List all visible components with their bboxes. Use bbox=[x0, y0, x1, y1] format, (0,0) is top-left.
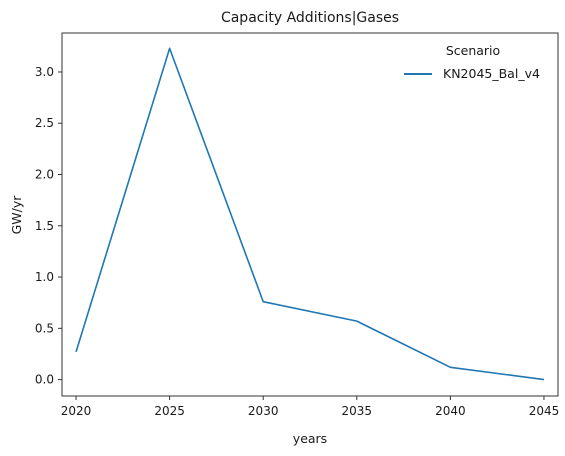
y-tick-label: 0.0 bbox=[35, 373, 54, 387]
y-axis-label: GW/yr bbox=[9, 195, 24, 235]
legend-title: Scenario bbox=[446, 43, 500, 58]
x-axis-label: years bbox=[293, 431, 327, 446]
x-tick-label: 2030 bbox=[248, 404, 279, 418]
x-tick-label: 2025 bbox=[154, 404, 185, 418]
y-tick-label: 1.5 bbox=[35, 219, 54, 233]
x-axis: 2020 2025 2030 2035 2040 2045 bbox=[61, 396, 559, 418]
x-tick-label: 2035 bbox=[342, 404, 373, 418]
plot-area bbox=[62, 33, 558, 396]
y-tick-label: 0.5 bbox=[35, 321, 54, 335]
x-tick-label: 2040 bbox=[435, 404, 466, 418]
y-tick-label: 2.0 bbox=[35, 168, 54, 182]
y-tick-label: 3.0 bbox=[35, 65, 54, 79]
y-tick-label: 1.0 bbox=[35, 270, 54, 284]
y-axis: 0.0 0.5 1.0 1.5 2.0 2.5 3.0 bbox=[35, 65, 62, 387]
legend-label-kn2045-bal-v4: KN2045_Bal_v4 bbox=[443, 66, 540, 81]
x-tick-label: 2020 bbox=[61, 404, 92, 418]
chart-title: Capacity Additions|Gases bbox=[221, 10, 399, 26]
y-tick-label: 2.5 bbox=[35, 116, 54, 130]
x-tick-label: 2045 bbox=[529, 404, 560, 418]
